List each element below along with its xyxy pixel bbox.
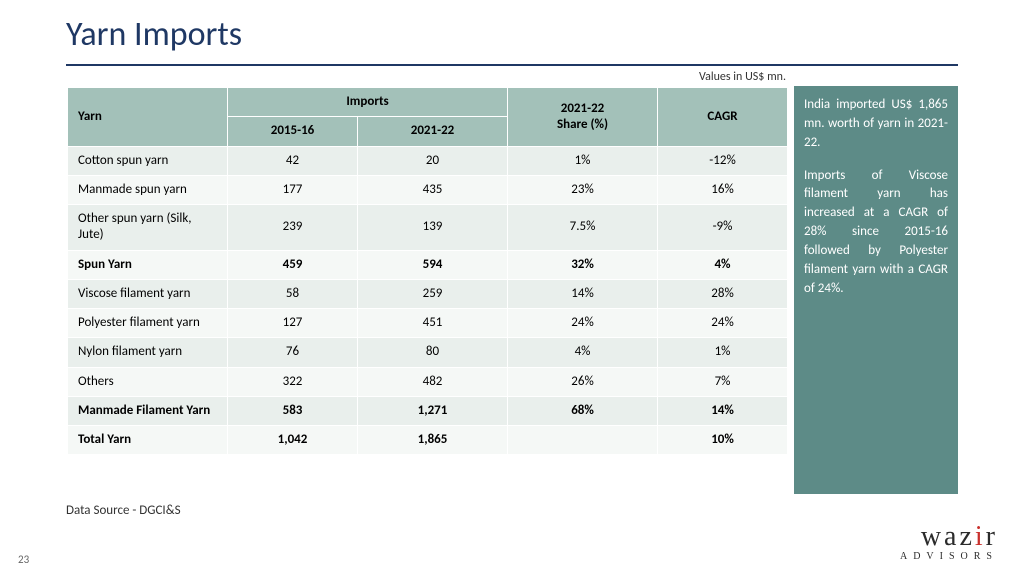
cell-share: 24% <box>508 309 658 338</box>
cell-share <box>508 426 658 455</box>
cell-cagr: 24% <box>658 309 788 338</box>
cell-y15: 239 <box>228 205 358 251</box>
cell-label: Viscose filament yarn <box>68 279 228 308</box>
yarn-imports-table: Yarn Imports 2021-22 Share (%) CAGR 2015… <box>66 86 786 456</box>
commentary-p2: Imports of Viscose filament yarn has inc… <box>804 167 948 299</box>
cell-y21: 594 <box>358 250 508 279</box>
table-row: Spun Yarn45959432%4% <box>68 250 788 279</box>
table-row: Total Yarn1,0421,865 10% <box>68 426 788 455</box>
cell-y15: 127 <box>228 309 358 338</box>
cell-y15: 177 <box>228 175 358 204</box>
table-row: Viscose filament yarn5825914%28% <box>68 279 788 308</box>
cell-y15: 459 <box>228 250 358 279</box>
cell-label: Total Yarn <box>68 426 228 455</box>
col-2021-22: 2021-22 <box>358 117 508 146</box>
logo-text-accent: i <box>975 521 986 552</box>
cell-y21: 1,865 <box>358 426 508 455</box>
cell-y15: 76 <box>228 338 358 367</box>
logo-text-pre: waz <box>921 521 975 552</box>
cell-cagr: -9% <box>658 205 788 251</box>
cell-y15: 322 <box>228 367 358 396</box>
cell-share: 7.5% <box>508 205 658 251</box>
table-row: Manmade spun yarn17743523%16% <box>68 175 788 204</box>
cell-cagr: 4% <box>658 250 788 279</box>
cell-label: Manmade Filament Yarn <box>68 396 228 425</box>
cell-share: 26% <box>508 367 658 396</box>
cell-share: 32% <box>508 250 658 279</box>
cell-y21: 259 <box>358 279 508 308</box>
cell-y21: 80 <box>358 338 508 367</box>
table-row: Cotton spun yarn42201%-12% <box>68 146 788 175</box>
cell-y15: 1,042 <box>228 426 358 455</box>
logo-wordmark: wazir <box>900 524 998 549</box>
cell-label: Others <box>68 367 228 396</box>
cell-cagr: 16% <box>658 175 788 204</box>
cell-share: 1% <box>508 146 658 175</box>
unit-note: Values in US$ mn. <box>699 70 786 84</box>
cell-share: 68% <box>508 396 658 425</box>
cell-y15: 58 <box>228 279 358 308</box>
cell-cagr: 14% <box>658 396 788 425</box>
cell-label: Spun Yarn <box>68 250 228 279</box>
cell-cagr: -12% <box>658 146 788 175</box>
cell-label: Cotton spun yarn <box>68 146 228 175</box>
table-row: Polyester filament yarn12745124%24% <box>68 309 788 338</box>
commentary-p1: India imported US$ 1,865 mn. worth of ya… <box>804 96 948 153</box>
page-title: Yarn Imports <box>66 14 242 55</box>
page-number: 23 <box>18 553 29 566</box>
col-share: 2021-22 Share (%) <box>508 88 658 147</box>
cell-cagr: 10% <box>658 426 788 455</box>
table-row: Nylon filament yarn76804%1% <box>68 338 788 367</box>
cell-label: Manmade spun yarn <box>68 175 228 204</box>
cell-y21: 451 <box>358 309 508 338</box>
slide: Yarn Imports Values in US$ mn. Yarn Impo… <box>0 0 1024 576</box>
logo-subtext: ADVISORS <box>900 551 998 562</box>
cell-cagr: 28% <box>658 279 788 308</box>
cell-y21: 20 <box>358 146 508 175</box>
cell-y21: 139 <box>358 205 508 251</box>
table-row: Manmade Filament Yarn5831,27168%14% <box>68 396 788 425</box>
cell-label: Nylon filament yarn <box>68 338 228 367</box>
table-header: Yarn Imports 2021-22 Share (%) CAGR 2015… <box>68 88 788 147</box>
cell-share: 4% <box>508 338 658 367</box>
cell-label: Polyester filament yarn <box>68 309 228 338</box>
col-cagr: CAGR <box>658 88 788 147</box>
cell-y21: 1,271 <box>358 396 508 425</box>
cell-cagr: 7% <box>658 367 788 396</box>
commentary-box: India imported US$ 1,865 mn. worth of ya… <box>794 86 958 494</box>
wazir-logo: wazir ADVISORS <box>900 524 998 562</box>
cell-cagr: 1% <box>658 338 788 367</box>
data-source: Data Source - DGCI&S <box>66 503 181 518</box>
cell-y21: 482 <box>358 367 508 396</box>
cell-y15: 583 <box>228 396 358 425</box>
title-underline <box>66 64 958 66</box>
col-2015-16: 2015-16 <box>228 117 358 146</box>
cell-y15: 42 <box>228 146 358 175</box>
table-row: Other spun yarn (Silk, Jute)2391397.5%-9… <box>68 205 788 251</box>
col-yarn: Yarn <box>68 88 228 147</box>
table-row: Others32248226%7% <box>68 367 788 396</box>
cell-label: Other spun yarn (Silk, Jute) <box>68 205 228 251</box>
cell-y21: 435 <box>358 175 508 204</box>
col-imports: Imports <box>228 88 508 117</box>
cell-share: 14% <box>508 279 658 308</box>
table-body: Cotton spun yarn42201%-12%Manmade spun y… <box>68 146 788 455</box>
cell-share: 23% <box>508 175 658 204</box>
logo-text-post: r <box>986 521 998 552</box>
